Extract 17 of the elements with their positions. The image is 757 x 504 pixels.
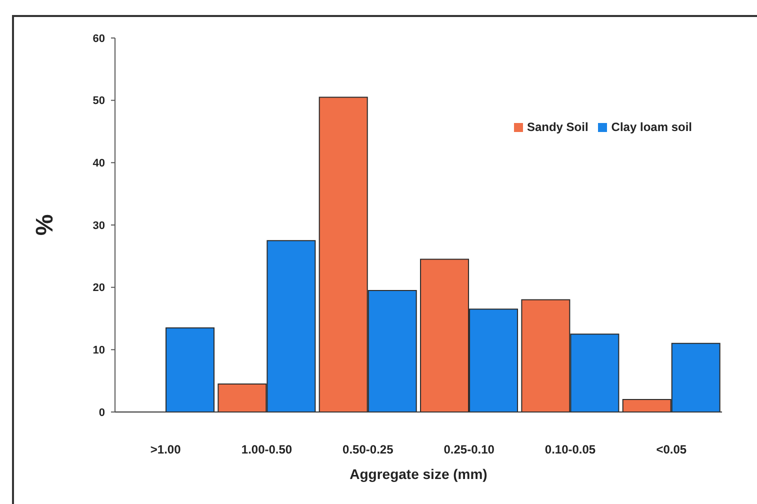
x-axis-title: Aggregate size (mm) [350,466,488,482]
x-tick-label: <0.05 [656,442,687,457]
y-tick-label: 30 [92,220,105,232]
x-tick-label: 0.50-0.25 [342,442,394,457]
y-tick-label: 20 [92,282,105,294]
x-tick-label: 0.10-0.05 [544,442,596,457]
y-tick-label: 40 [92,158,105,170]
legend-label: Sandy Soil [526,120,588,134]
y-tick-label: 50 [92,95,105,108]
legend-label: Clay loam soil [611,120,692,134]
x-tick-label: >1.00 [150,442,182,457]
y-tick-label: 10 [92,344,105,357]
y-tick-label: 0 [98,406,105,419]
y-tick-label: 60 [92,32,105,45]
x-tick-label: 0.25-0.10 [444,442,495,457]
y-axis-title: % [32,214,58,236]
x-tick-label: 1.00-0.50 [241,442,292,457]
